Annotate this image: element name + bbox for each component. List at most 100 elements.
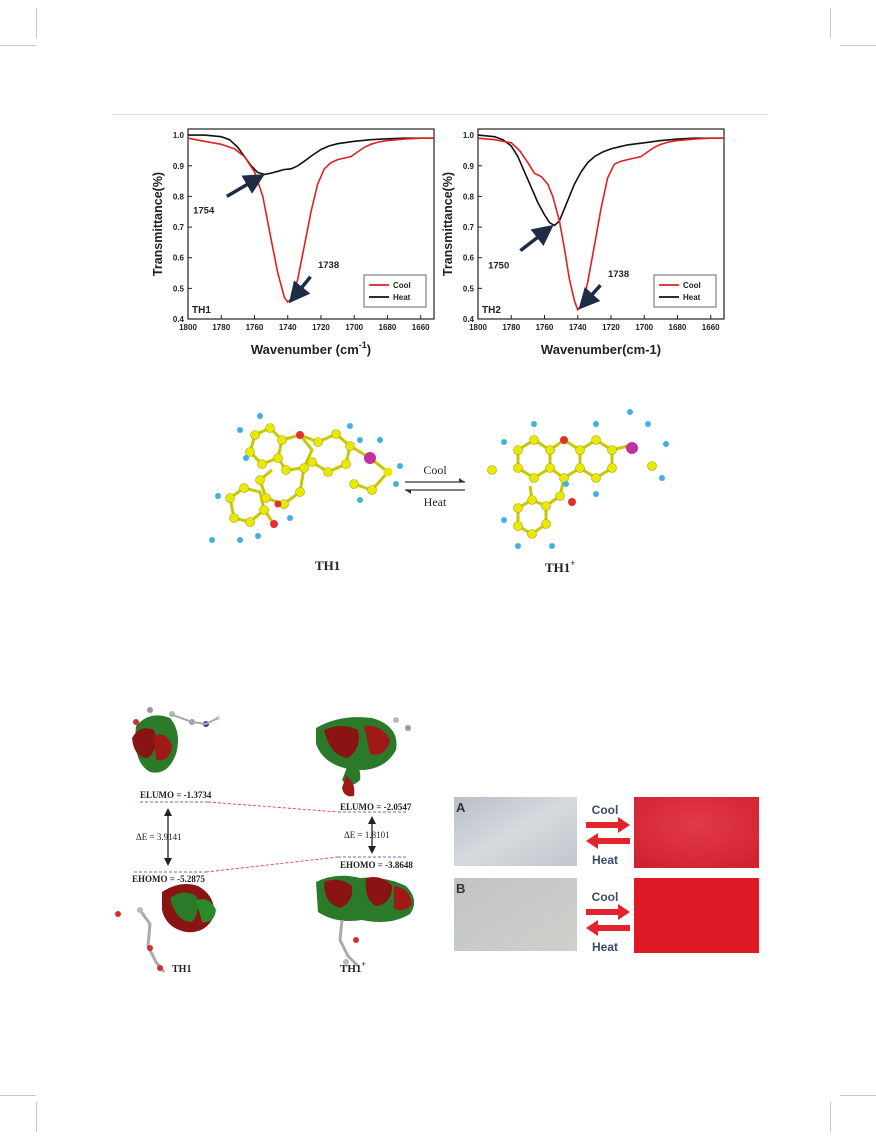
- legend-entry: Cool: [683, 281, 701, 290]
- x-tick-label: 1740: [279, 323, 297, 332]
- peak-arrow: [519, 224, 554, 253]
- y-axis-label: Transmittance(%): [441, 172, 455, 276]
- x-tick-label: 1760: [536, 323, 554, 332]
- photo-arrows-b: Cool Heat: [586, 890, 630, 954]
- x-tick-label: 1720: [312, 323, 330, 332]
- crop-mark: [840, 1095, 876, 1096]
- series-line-heat: [477, 134, 724, 227]
- crop-mark: [0, 1095, 36, 1096]
- x-tick-label: 1740: [569, 323, 587, 332]
- photo-arrows-a: Cool Heat: [586, 803, 630, 867]
- molecule-th1: TH1: [209, 413, 403, 573]
- orbital-th1p-homo: [316, 875, 415, 968]
- x-tick-label: 1800: [469, 323, 487, 332]
- y-tick-label: 0.9: [173, 162, 185, 171]
- red-arrow: [586, 904, 630, 920]
- photo-a-cooled-sample: [634, 797, 759, 868]
- x-tick-label: 1680: [669, 323, 687, 332]
- y-tick-label: 0.6: [173, 254, 185, 263]
- peak-label: 1750: [488, 261, 509, 272]
- equilibrium-arrows: Cool Heat: [405, 463, 465, 509]
- ir-chart-th1: 0.4 0.5 0.6 0.7 0.8 0.9 1.0 1800 1780 1760 1740 172…: [151, 128, 435, 357]
- panel-label: TH2: [482, 305, 501, 316]
- scheme-cool-label: Cool: [423, 463, 447, 477]
- x-tick-label: 1660: [702, 323, 720, 332]
- crop-mark: [830, 1102, 831, 1132]
- x-tick-label: 1780: [212, 323, 230, 332]
- panel-label: TH1: [192, 305, 211, 316]
- th1-lumo-energy: ELUMO = -1.3734: [140, 790, 212, 800]
- th1-homo-energy: EHOMO = -5.2875: [132, 874, 205, 884]
- peak-label: 1738: [608, 269, 629, 280]
- orbital-th1-lumo: [132, 707, 221, 773]
- y-tick-label: 0.5: [173, 284, 185, 293]
- peak-arrow: [225, 174, 265, 198]
- scheme-label-th1: TH1: [315, 558, 340, 573]
- orbital-diagram: ELUMO = -1.3734 EHOMO = -5.2875 ΔE = 3.9…: [115, 707, 415, 975]
- orbital-label-th1: TH1: [172, 964, 191, 975]
- series-line-cool: [477, 137, 724, 312]
- crop-mark: [0, 45, 36, 46]
- crop-mark: [36, 1102, 37, 1132]
- x-tick-label: 1660: [412, 323, 430, 332]
- y-tick-label: 0.7: [173, 223, 185, 232]
- red-arrow: [586, 833, 630, 849]
- y-tick-label: 0.7: [463, 223, 475, 232]
- th1-energy-gap: ΔE = 3.9141: [136, 832, 182, 842]
- molecule-scheme: TH1 Cool Heat: [209, 409, 669, 575]
- y-tick-label: 0.8: [173, 192, 185, 201]
- crop-mark: [36, 8, 37, 38]
- legend-entry: Cool: [393, 281, 411, 290]
- x-tick-label: 1760: [246, 323, 264, 332]
- y-tick-label: 0.4: [463, 315, 475, 324]
- photo-a-heat-label: Heat: [592, 853, 618, 867]
- x-tick-label: 1680: [379, 323, 397, 332]
- red-arrow: [586, 817, 630, 833]
- th1p-energy-gap: ΔE = 1.8101: [344, 830, 390, 840]
- ir-chart-th2: 0.4 0.5 0.6 0.7 0.8 0.9 1.0 1800 1780 1760 1740 172…: [441, 128, 725, 357]
- crop-mark: [830, 8, 831, 38]
- legend-entry: Heat: [393, 293, 411, 302]
- x-tick-label: 1800: [179, 323, 197, 332]
- peak-arrow: [288, 275, 312, 304]
- photo-a-cool-label: Cool: [592, 803, 619, 817]
- red-arrow: [586, 920, 630, 936]
- scheme-heat-label: Heat: [424, 495, 447, 509]
- y-tick-label: 0.9: [463, 162, 475, 171]
- photo-b-heated-sample: [454, 878, 577, 951]
- series-line-cool: [187, 137, 434, 304]
- x-tick-label: 1720: [602, 323, 620, 332]
- scheme-label-th1-plus: TH1+: [545, 558, 575, 575]
- y-tick-label: 0.8: [463, 192, 475, 201]
- y-tick-label: 1.0: [463, 131, 475, 140]
- x-tick-label: 1700: [635, 323, 653, 332]
- thermochromic-photos: A B Cool Heat Cool Heat: [454, 797, 759, 954]
- orbital-th1-homo: [115, 884, 216, 973]
- header-rule: [112, 114, 768, 115]
- orbital-label-th1-plus: TH1+: [340, 960, 366, 975]
- x-tick-label: 1700: [345, 323, 363, 332]
- peak-arrow: [578, 284, 602, 310]
- photo-a-heated-sample: [454, 797, 577, 866]
- y-tick-label: 1.0: [173, 131, 185, 140]
- y-axis-label: Transmittance(%): [151, 172, 165, 276]
- peak-label: 1754: [193, 206, 215, 217]
- th1p-homo-energy: EHOMO = -3.8648: [340, 860, 413, 870]
- orbital-th1p-lumo: [316, 717, 411, 797]
- photo-b-cool-label: Cool: [592, 890, 619, 904]
- y-tick-label: 0.4: [173, 315, 185, 324]
- peak-label: 1738: [318, 260, 339, 271]
- y-tick-label: 0.5: [463, 284, 475, 293]
- y-tick-label: 0.6: [463, 254, 475, 263]
- photo-b-cooled-sample: [634, 878, 759, 953]
- x-axis-label: Wavenumber(cm-1): [541, 342, 661, 357]
- crop-mark: [840, 45, 876, 46]
- photo-label-b: B: [456, 881, 465, 896]
- legend: [363, 274, 427, 308]
- legend: [653, 274, 717, 308]
- x-axis-label: Wavenumber (cm-1): [251, 340, 371, 357]
- x-tick-label: 1780: [502, 323, 520, 332]
- series-line-heat: [188, 134, 434, 176]
- molecule-th1-plus: TH1+: [487, 409, 669, 575]
- legend-entry: Heat: [683, 293, 701, 302]
